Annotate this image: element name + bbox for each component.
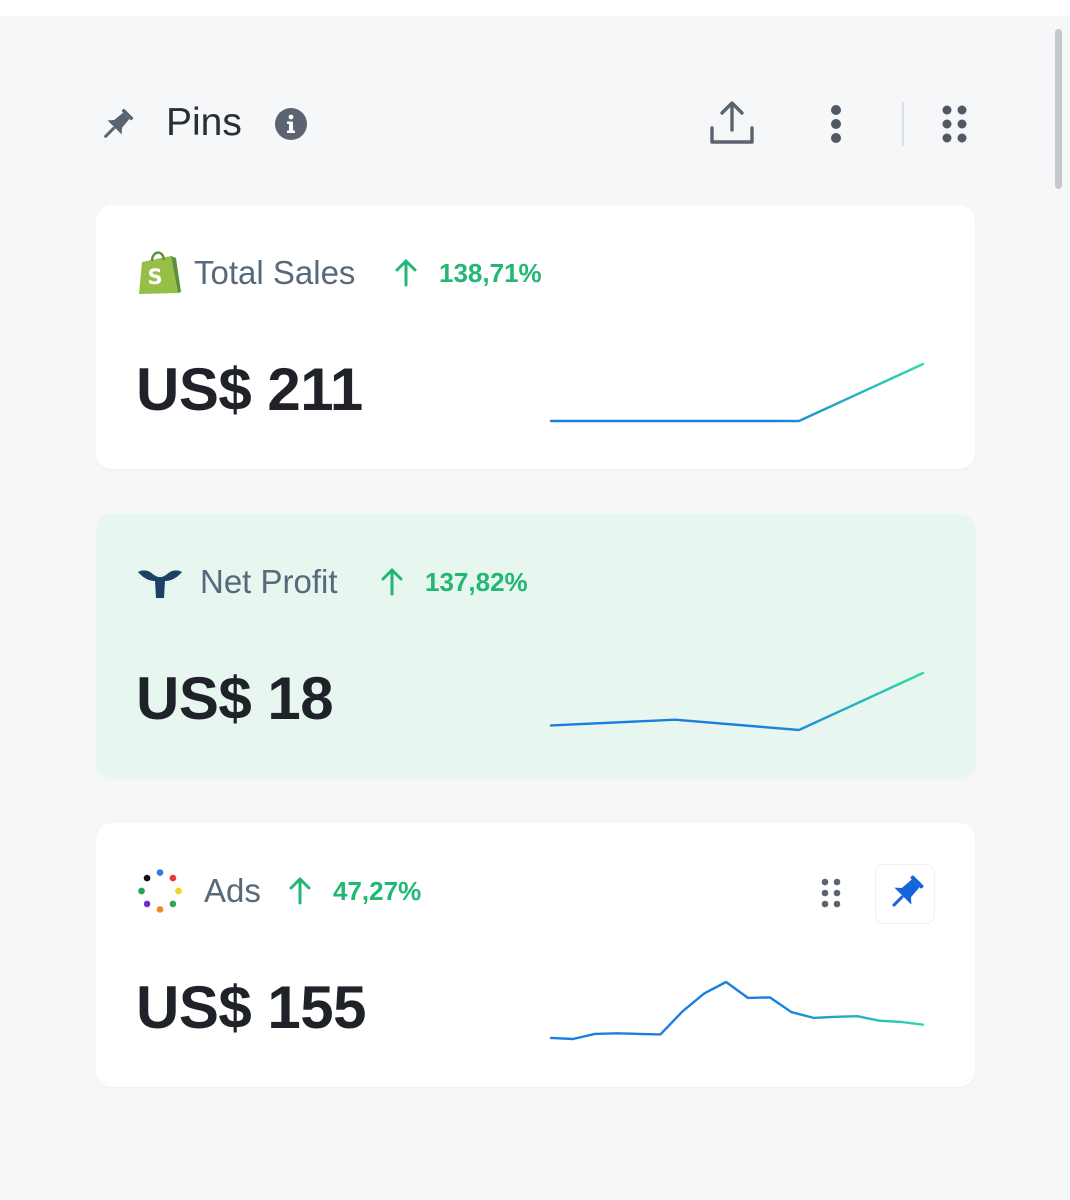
pin-icon bbox=[104, 108, 134, 138]
export-button[interactable] bbox=[706, 98, 758, 150]
card-title: Total Sales bbox=[194, 254, 356, 291]
arrow-up-icon bbox=[395, 259, 417, 287]
card-title: Ads bbox=[204, 872, 261, 909]
metric-card-ads[interactable]: Ads 47,27% US$ 155 bbox=[96, 823, 975, 1087]
sparkline-ads bbox=[549, 980, 925, 1041]
drag-handle-icon[interactable] bbox=[814, 873, 848, 913]
sparkline-path bbox=[549, 362, 925, 423]
scrollbar-thumb[interactable] bbox=[1055, 29, 1062, 189]
sparkline-path bbox=[549, 980, 925, 1041]
sparkline-net-profit bbox=[549, 671, 925, 732]
unpin-button[interactable] bbox=[876, 865, 934, 923]
metric-value: US$ 155 bbox=[136, 974, 367, 1041]
arrow-up-icon bbox=[289, 877, 311, 905]
pins-header: Pins bbox=[94, 96, 974, 152]
svg-text:S: S bbox=[147, 265, 162, 289]
drag-layout-button[interactable] bbox=[932, 98, 976, 150]
header-divider bbox=[902, 102, 904, 146]
info-icon[interactable] bbox=[274, 107, 308, 141]
arrow-up-icon bbox=[381, 568, 403, 596]
page-title: Pins bbox=[166, 101, 242, 144]
top-strip bbox=[0, 0, 1070, 16]
pin-filled-icon bbox=[892, 875, 924, 907]
metric-card-total-sales[interactable]: S Total Sales 138,71% US$ 211 bbox=[96, 205, 975, 469]
metric-value: US$ 18 bbox=[136, 665, 334, 732]
metric-card-net-profit[interactable]: Net Profit 137,82% US$ 18 bbox=[96, 514, 975, 778]
metric-value: US$ 211 bbox=[136, 356, 363, 423]
sparkline-total-sales bbox=[549, 362, 925, 423]
triple-whale-icon bbox=[138, 570, 182, 598]
shopify-icon: S bbox=[139, 251, 181, 294]
change-percent: 137,82% bbox=[425, 567, 528, 597]
change-percent: 138,71% bbox=[439, 258, 542, 288]
sparkline-path bbox=[549, 671, 925, 732]
ads-dots-icon bbox=[138, 869, 182, 913]
card-title: Net Profit bbox=[200, 563, 338, 600]
more-options-button[interactable] bbox=[816, 98, 856, 150]
change-percent: 47,27% bbox=[333, 876, 422, 906]
